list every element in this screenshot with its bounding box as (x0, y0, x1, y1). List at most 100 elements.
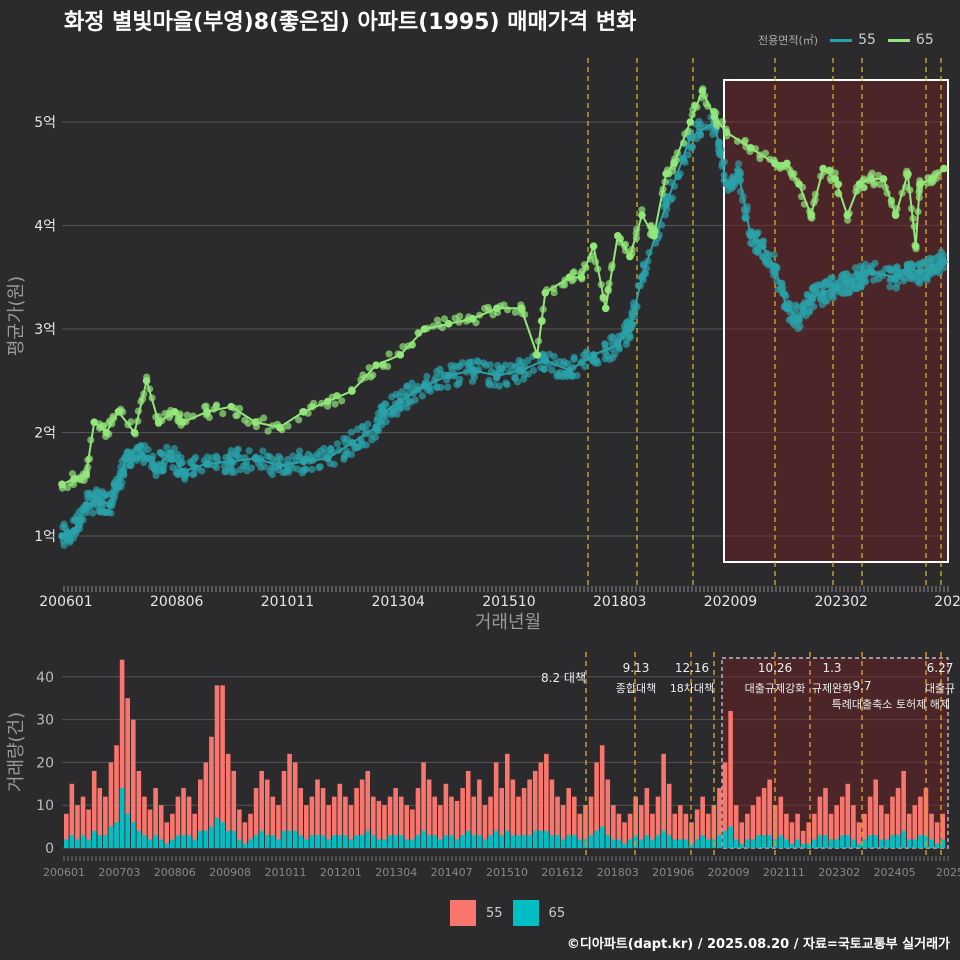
scatter-point-65 (415, 329, 423, 337)
bar-55 (499, 788, 504, 848)
bar-x-tick-label: 200908 (209, 866, 251, 879)
bar-65 (482, 839, 488, 848)
bar-55 (421, 762, 426, 848)
bar-55 (806, 822, 812, 848)
bar-55 (488, 796, 493, 848)
bar-55 (449, 796, 454, 848)
scatter-point-55 (158, 466, 167, 474)
scatter-point-55 (169, 464, 177, 472)
series-point-55 (94, 495, 103, 504)
bar-65 (700, 835, 705, 848)
bar-55 (376, 800, 382, 848)
scatter-point-55 (787, 315, 795, 323)
x-tick-label: 2025 (934, 594, 960, 610)
scatter-point-55 (922, 272, 930, 280)
bar-65 (817, 835, 823, 848)
scatter-point-55 (935, 269, 943, 277)
scatter-point-65 (669, 167, 677, 175)
scatter-point-55 (892, 264, 900, 272)
bar-55 (331, 796, 337, 848)
policy-label-top: 12.16 (675, 661, 709, 675)
bar-65 (867, 835, 873, 848)
bar-65 (510, 835, 516, 848)
series-point-65 (324, 397, 332, 406)
bar-55 (147, 809, 153, 848)
series-point-65 (577, 273, 586, 282)
series-point-55 (251, 454, 260, 463)
bar-65 (365, 830, 371, 848)
bar-55 (281, 770, 287, 848)
scatter-point-55 (203, 453, 211, 461)
scatter-point-55 (437, 383, 445, 392)
bar-x-tick-label: 201612 (541, 866, 583, 879)
bar-65 (862, 839, 867, 848)
scatter-point-55 (364, 420, 372, 428)
legend-label-65: 65 (915, 32, 934, 48)
x-tick-label: 201304 (372, 594, 426, 610)
bar-65 (666, 835, 672, 848)
x-tick-label: 201011 (261, 594, 314, 610)
scatter-point-65 (511, 308, 520, 316)
scatter-point-55 (368, 436, 376, 444)
x-tick-label: 202302 (815, 594, 868, 610)
scatter-point-55 (347, 428, 356, 436)
bar-x-tick-label: 201407 (431, 866, 473, 879)
policy-label-top: 6.27 (927, 661, 954, 675)
bar-65 (276, 839, 281, 848)
bar-65 (264, 835, 270, 848)
legend-bar-label-65: 65 (548, 905, 566, 921)
legend-line-65 (887, 38, 910, 42)
bar-65 (516, 835, 521, 848)
bar-55 (588, 796, 594, 848)
bar-x-tick-label: 201906 (652, 866, 694, 879)
bar-65 (728, 826, 733, 848)
bar-65 (577, 839, 583, 848)
bar-65 (242, 843, 248, 848)
bar-65 (80, 835, 86, 848)
scatter-point-65 (367, 373, 375, 381)
scatter-point-55 (398, 388, 406, 396)
y-axis-title: 평균가(원) (6, 276, 27, 356)
bar-55 (432, 796, 438, 848)
scatter-point-65 (95, 424, 104, 432)
bar-65 (934, 843, 940, 848)
series-point-65 (396, 351, 405, 359)
scatter-point-65 (719, 117, 727, 126)
bar-55 (678, 805, 683, 848)
scatter-point-65 (503, 306, 512, 314)
scatter-point-55 (829, 294, 837, 302)
legend-swatch-55 (450, 900, 476, 926)
series-point-65 (903, 169, 912, 178)
bar-65 (153, 835, 158, 848)
bar-65 (404, 839, 410, 848)
scatter-point-65 (284, 422, 292, 430)
series-point-55 (420, 382, 429, 390)
bar-65 (460, 835, 465, 848)
bar-65 (393, 835, 398, 848)
scatter-point-55 (517, 358, 526, 366)
bar-65 (761, 835, 767, 848)
legend-title: 전용면적(㎡) (758, 34, 819, 47)
bar-55 (560, 805, 566, 848)
scatter-point-55 (259, 447, 267, 455)
bar-65 (588, 835, 594, 848)
bar-55 (828, 813, 834, 848)
scatter-point-55 (99, 507, 107, 515)
y-tick-label: 2억 (34, 426, 56, 442)
bar-65 (331, 835, 337, 848)
bar-65 (940, 839, 945, 848)
scatter-point-55 (796, 322, 804, 331)
series-point-65 (348, 387, 356, 395)
bar-55 (834, 805, 839, 848)
scatter-point-55 (436, 365, 444, 373)
series-point-55 (134, 444, 143, 452)
scatter-point-55 (474, 358, 483, 366)
series-point-55 (396, 397, 405, 406)
series-point-55 (468, 366, 477, 375)
scatter-point-55 (234, 445, 242, 453)
bar-55 (745, 813, 750, 848)
bar-65 (890, 835, 895, 848)
series-point-55 (746, 232, 755, 240)
bar-65 (119, 788, 125, 848)
bar-55 (220, 685, 225, 848)
